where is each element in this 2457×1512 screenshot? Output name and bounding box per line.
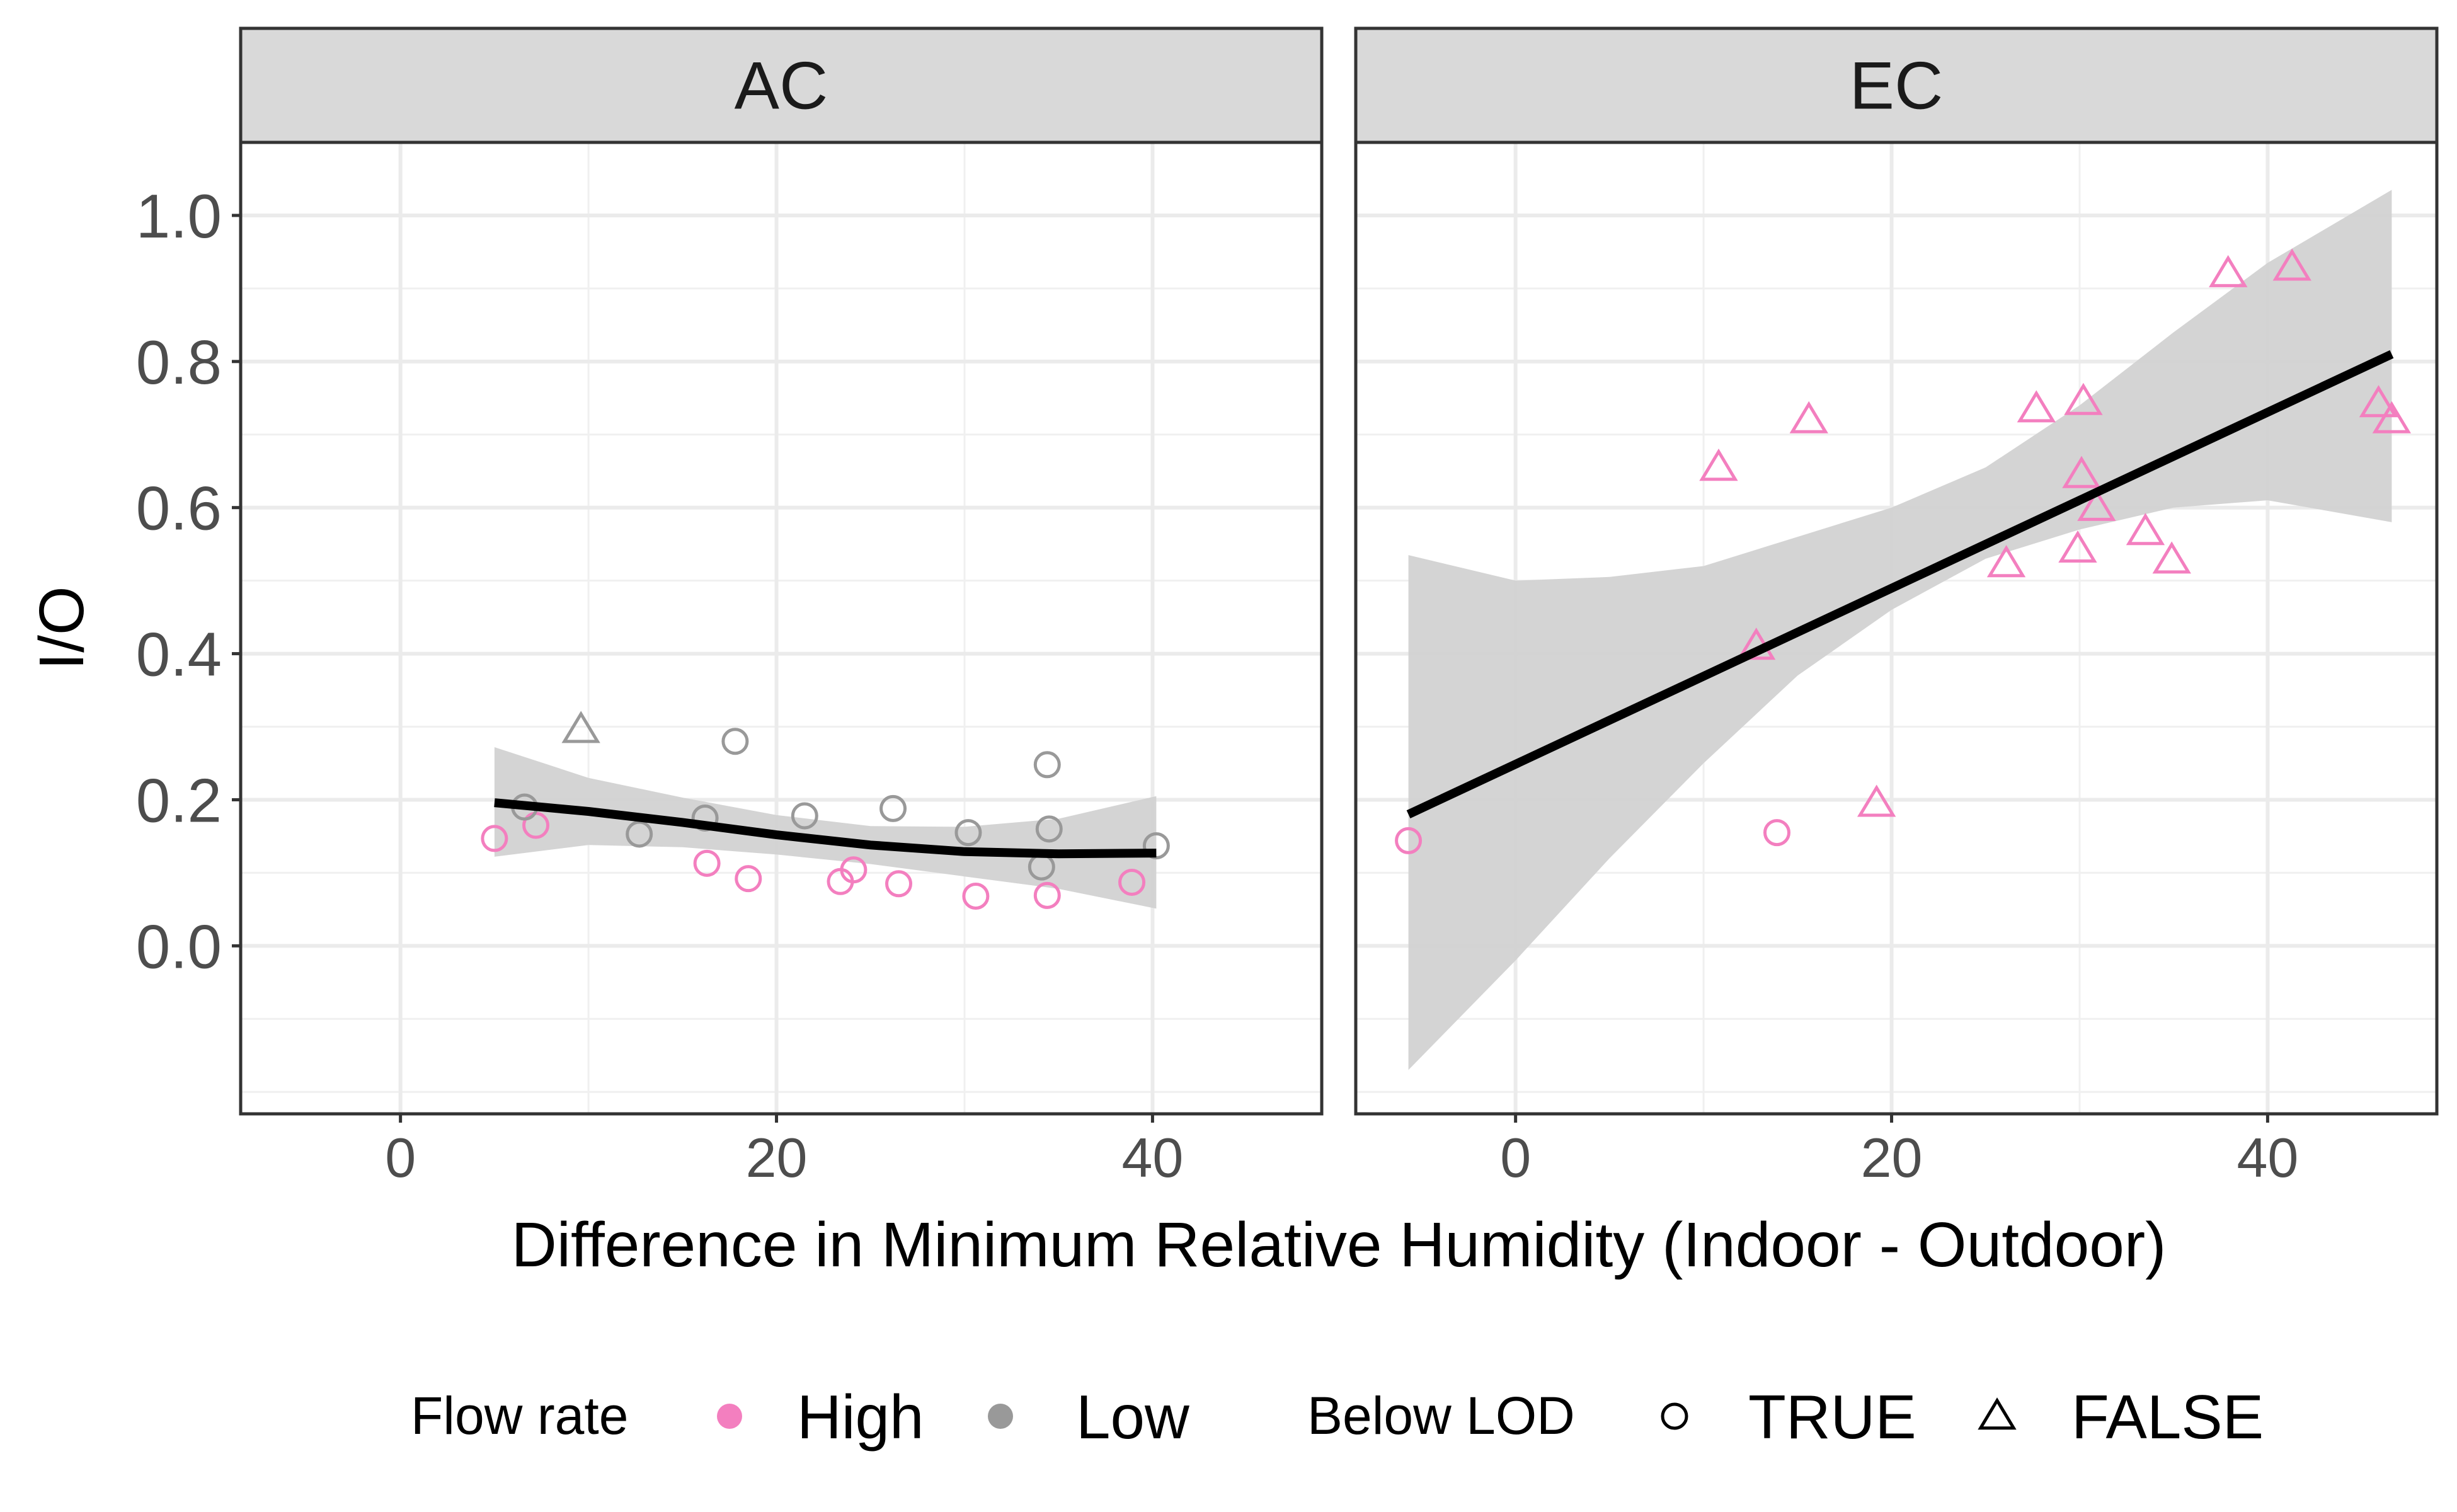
data-point <box>1033 881 1061 909</box>
panel-border <box>239 140 1324 1116</box>
panel-border <box>1354 140 2439 1116</box>
data-point <box>2017 390 2056 423</box>
y-tick-label: 0.0 <box>136 912 222 981</box>
data-point <box>561 711 600 743</box>
data-point <box>2058 530 2097 563</box>
legend-item-low: Low <box>988 1382 1190 1452</box>
confidence-band <box>1408 190 2392 1070</box>
data-point <box>2372 401 2412 433</box>
legend-label: TRUE <box>1748 1382 1916 1452</box>
data-point <box>691 804 719 832</box>
data-point <box>1118 868 1146 896</box>
y-tick-label: 1.0 <box>136 181 222 251</box>
y-axis-title: I/O <box>26 586 97 670</box>
data-point <box>2152 541 2191 574</box>
legend-item-high: High <box>717 1382 924 1452</box>
legend-item-false: FALSE <box>1978 1382 2264 1452</box>
data-point <box>721 728 749 755</box>
panel-background <box>241 142 1322 1114</box>
legend-label: Low <box>1076 1382 1190 1452</box>
strip-background <box>1354 26 2439 144</box>
data-point <box>1789 401 1828 433</box>
data-point <box>1142 832 1170 860</box>
data-point <box>2062 455 2101 488</box>
data-point <box>840 856 868 884</box>
panel-ec: EC 0 20 40 <box>1354 26 2439 1189</box>
data-point <box>1857 784 1896 817</box>
y-tick-label: 0.6 <box>136 474 222 543</box>
data-point <box>735 865 762 893</box>
strip-label: EC <box>1850 48 1944 123</box>
data-point <box>791 802 818 830</box>
panel-ac: AC 0 20 40 0.0 0.2 0.4 0.6 0.8 1.0 <box>136 26 1324 1189</box>
data-point <box>626 820 653 848</box>
data-point <box>2359 385 2398 418</box>
x-axis-title: Difference in Minimum Relative Humidity … <box>512 1210 2167 1280</box>
legend-label: FALSE <box>2071 1382 2264 1452</box>
legend-key <box>1978 1397 2017 1430</box>
y-tick-label: 0.8 <box>136 328 222 397</box>
data-point <box>1986 545 2026 578</box>
legend-key <box>717 1404 742 1429</box>
x-tick-label: 20 <box>1861 1126 1923 1189</box>
data-point <box>2077 488 2116 521</box>
legend: Flow rate High Low Below LOD TRUE FALSE <box>411 1382 2264 1452</box>
data-point <box>885 870 913 898</box>
data-point <box>1395 827 1423 854</box>
data-point <box>2209 255 2248 287</box>
legend-title-flow-rate: Flow rate <box>411 1386 628 1445</box>
x-tick-label: 0 <box>385 1126 416 1189</box>
legend-item-true: TRUE <box>1661 1382 1916 1452</box>
x-tick-label: 40 <box>2236 1126 2298 1189</box>
y-tick-label: 0.2 <box>136 765 222 835</box>
data-point <box>879 794 907 822</box>
strip-label: AC <box>735 48 828 123</box>
y-tick-label: 0.4 <box>136 620 222 689</box>
data-point <box>962 882 990 910</box>
confidence-band <box>494 747 1157 909</box>
x-tick-label: 0 <box>1500 1126 1531 1189</box>
data-point <box>693 849 721 877</box>
strip-background <box>239 26 1324 144</box>
data-point <box>1763 819 1790 847</box>
data-point <box>2126 513 2165 546</box>
legend-title-below-lod: Below LOD <box>1307 1386 1575 1445</box>
x-tick-label: 40 <box>1121 1126 1183 1189</box>
data-point <box>2272 248 2311 281</box>
data-point <box>2064 382 2103 415</box>
legend-key <box>988 1404 1013 1429</box>
data-point <box>954 819 982 847</box>
data-point <box>1033 751 1061 779</box>
fit-line <box>494 798 1157 859</box>
legend-label: High <box>797 1382 924 1452</box>
fit-line <box>1406 350 2394 818</box>
data-point <box>481 825 508 852</box>
data-point <box>1699 449 1738 481</box>
legend-key <box>1661 1402 1688 1430</box>
x-tick-label: 20 <box>746 1126 808 1189</box>
data-point <box>1035 815 1063 843</box>
